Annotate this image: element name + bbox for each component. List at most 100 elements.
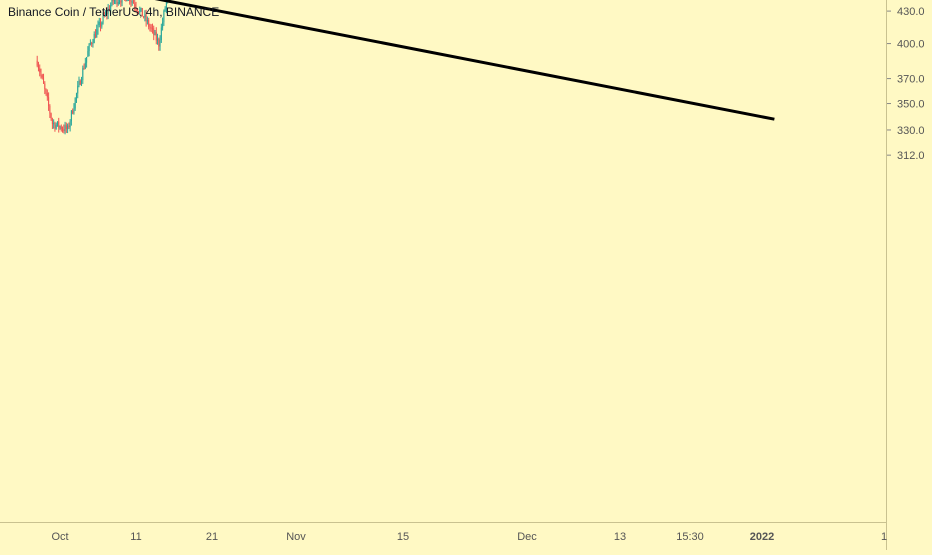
candle-body [90, 43, 91, 44]
candle-body [119, 1, 120, 2]
x-tick-label: Oct [51, 531, 68, 543]
y-tick-label: 370.0 [897, 74, 925, 86]
candle-body [114, 0, 115, 1]
candle-body [46, 89, 47, 93]
plot-background [0, 0, 886, 522]
candle-body [120, 1, 121, 2]
candle-body [86, 57, 87, 63]
candle-body [82, 68, 83, 80]
y-tick-label: 350.0 [897, 99, 925, 111]
candle-body [122, 0, 123, 2]
y-tick-label: 330.0 [897, 125, 925, 137]
candle-body [38, 66, 39, 69]
candle-body [149, 27, 150, 28]
x-tick-label: 1 [881, 531, 887, 543]
candle-body [84, 68, 85, 69]
time-axis[interactable]: Oct 11 21 Nov 15 Dec 13 15:30 2022 1 [51, 531, 887, 543]
candle-body [94, 34, 95, 43]
candle-body [101, 23, 102, 27]
candle-body [118, 2, 119, 4]
candle-body [56, 125, 57, 129]
y-tick-label: 400.0 [897, 39, 925, 51]
x-tick-label: 11 [130, 531, 141, 543]
x-tick-label: 15 [397, 531, 409, 543]
candle-body [73, 108, 74, 113]
candle-body [41, 72, 42, 75]
x-tick-label: 15:30 [676, 531, 704, 543]
x-tick-label: Dec [517, 531, 537, 543]
y-tick-label: 430.0 [897, 6, 925, 18]
candle-body [76, 93, 77, 98]
candle-body [80, 81, 81, 85]
candle-body [155, 32, 156, 35]
candle-body [65, 125, 66, 131]
candle-body [152, 28, 153, 29]
candle-body [153, 28, 154, 35]
x-tick-label: Nov [286, 531, 306, 543]
candle-body [125, 0, 126, 1]
candle-body [60, 126, 61, 127]
candle-body [158, 39, 159, 47]
candle-body [98, 25, 99, 29]
candle-body [62, 129, 63, 130]
chart-title: Binance Coin / TetherUS, 4h, BINANCE [8, 5, 219, 19]
candle-body [52, 119, 53, 124]
candle-body [39, 68, 40, 72]
candle-body [67, 126, 68, 130]
candle-body [100, 22, 101, 27]
candle-body [85, 63, 86, 69]
candle-body [89, 44, 90, 51]
candle-body [81, 80, 82, 85]
candle-body [37, 61, 38, 66]
price-axis[interactable]: 720.0670.0620.0580.0540.0500.0460.0430.0… [887, 0, 932, 550]
candle-body [77, 86, 78, 94]
x-tick-label: 13 [614, 531, 626, 543]
candle-body [95, 34, 96, 38]
candle-body [157, 39, 158, 41]
candle-body [57, 121, 58, 124]
candle-body [160, 40, 161, 46]
candle-body [147, 20, 148, 21]
candle-body [130, 1, 131, 2]
candle-body [58, 121, 59, 127]
y-tick-label: 312.0 [897, 150, 925, 162]
candle-body [117, 0, 118, 4]
candle-body [75, 98, 76, 108]
x-tick-label: 2022 [750, 531, 774, 543]
candle-body [113, 0, 114, 1]
candle-body [129, 0, 130, 1]
candle-body [151, 28, 152, 29]
candle-body [161, 28, 162, 41]
candle-body [44, 84, 45, 89]
candle-body [48, 97, 49, 106]
candle-body [96, 29, 97, 37]
candle-body [71, 111, 72, 122]
candle-body [42, 75, 43, 77]
candle-body [43, 77, 44, 83]
candle-body [49, 106, 50, 113]
candle-body [66, 125, 67, 129]
x-tick-label: 21 [206, 531, 218, 543]
candle-body [148, 20, 149, 27]
candle-body [156, 32, 157, 41]
candle-body [92, 43, 93, 44]
candle-body [61, 126, 62, 129]
candle-body [91, 43, 92, 44]
candle-body [68, 126, 69, 128]
candle-body [162, 22, 163, 27]
candle-body [47, 93, 48, 97]
candle-body [127, 0, 128, 1]
candle-body [54, 123, 55, 129]
candle-body [79, 81, 80, 86]
candle-body [87, 51, 88, 57]
candle-body [51, 113, 52, 119]
candle-body [99, 22, 100, 25]
candle-body [132, 2, 133, 3]
candle-body [72, 111, 73, 114]
candle-body [133, 2, 134, 4]
candle-body [63, 129, 64, 131]
candle-body [70, 121, 71, 127]
candle-body [53, 123, 54, 124]
